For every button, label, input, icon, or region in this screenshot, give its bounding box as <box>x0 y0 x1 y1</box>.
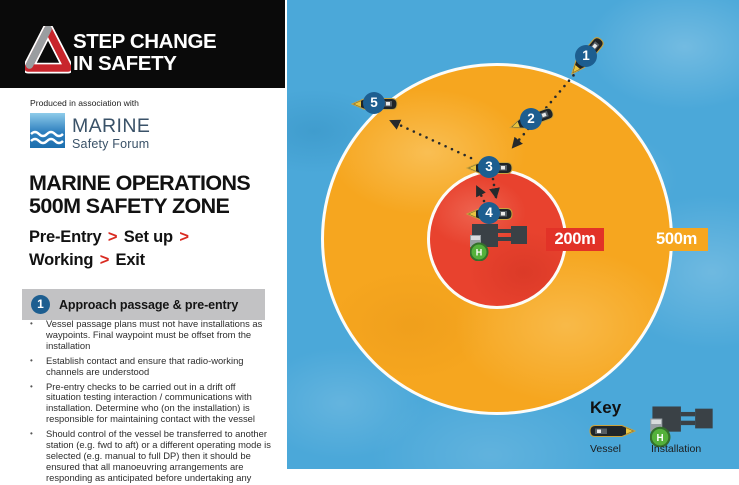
bullet-item: Pre-entry checks to be carried out in a … <box>24 381 271 426</box>
vessel-number-badge: 4 <box>478 202 500 224</box>
section-number-badge: 1 <box>31 295 50 314</box>
helipad-letter: H <box>657 433 664 444</box>
vessel-number-badge: 3 <box>478 156 500 178</box>
brand-line1: STEP CHANGE <box>73 30 217 53</box>
helipad-icon <box>470 242 489 261</box>
vessel-number-badge: 1 <box>575 45 597 67</box>
installation-icon: H <box>470 224 527 261</box>
bullet-item: Vessel passage plans must not have insta… <box>24 318 271 352</box>
msf-logo-text: MARINE Safety Forum <box>72 113 151 152</box>
marine-safety-forum-logo: MARINE Safety Forum <box>30 113 150 151</box>
phase-separator: > <box>179 228 189 246</box>
key-title: Key <box>590 398 622 417</box>
info-panel: STEP CHANGE IN SAFETY Produced in associ… <box>0 0 287 485</box>
phase-separator: > <box>99 251 110 269</box>
key-vessel-label: Vessel <box>590 443 621 455</box>
title-line1: MARINE OPERATIONS <box>29 171 251 195</box>
helipad-letter: H <box>476 248 483 258</box>
key-vessel-icon <box>589 425 637 437</box>
phase-set-up: Set up <box>123 228 173 246</box>
label-200m: 200m <box>546 228 604 251</box>
brand-header: STEP CHANGE IN SAFETY <box>0 0 285 88</box>
msf-subtitle: Safety Forum <box>72 137 150 151</box>
approach-path-arrows <box>389 68 580 203</box>
section-title: Approach passage & pre-entry <box>59 297 239 312</box>
phase-separator: > <box>107 228 118 246</box>
phase-exit: Exit <box>115 251 146 269</box>
label-500m: 500m <box>645 228 708 251</box>
vessel-number-badge: 2 <box>520 108 542 130</box>
safety-zone-diagram: 200m 500m H 1 <box>287 0 739 469</box>
key-installation-label: Installation <box>651 443 702 455</box>
phase-pre-entry: Pre-Entry <box>29 228 102 246</box>
phase-sequence: Pre-Entry > Set up > Working > Exit <box>29 226 191 272</box>
bullet-item: Should control of the vessel be transfer… <box>24 428 271 485</box>
section-header: 1 Approach passage & pre-entry <box>22 289 265 320</box>
brand-line2: IN SAFETY <box>73 51 177 75</box>
page-title: MARINE OPERATIONS 500M SAFETY ZONE <box>29 171 251 218</box>
phase-line1: Pre-Entry > Set up > <box>29 226 191 249</box>
helipad-icon <box>650 426 671 447</box>
brand-wordmark: STEP CHANGE IN SAFETY <box>73 30 217 75</box>
key-installation-icon: H <box>650 406 713 447</box>
msf-wave-logo-icon <box>30 113 65 148</box>
association-label: Produced in association with <box>30 98 139 108</box>
msf-word: MARINE <box>72 115 151 137</box>
phase-line2: Working > Exit <box>29 249 191 272</box>
step-change-triangle-logo-icon <box>25 26 71 74</box>
title-line2: 500M SAFETY ZONE <box>29 193 230 218</box>
phase-working: Working <box>29 251 94 269</box>
vessel-number-badge: 5 <box>363 92 385 114</box>
bullet-item: Establish contact and ensure that radio-… <box>24 355 271 378</box>
guidance-bullet-list: Vessel passage plans must not have insta… <box>24 318 271 485</box>
